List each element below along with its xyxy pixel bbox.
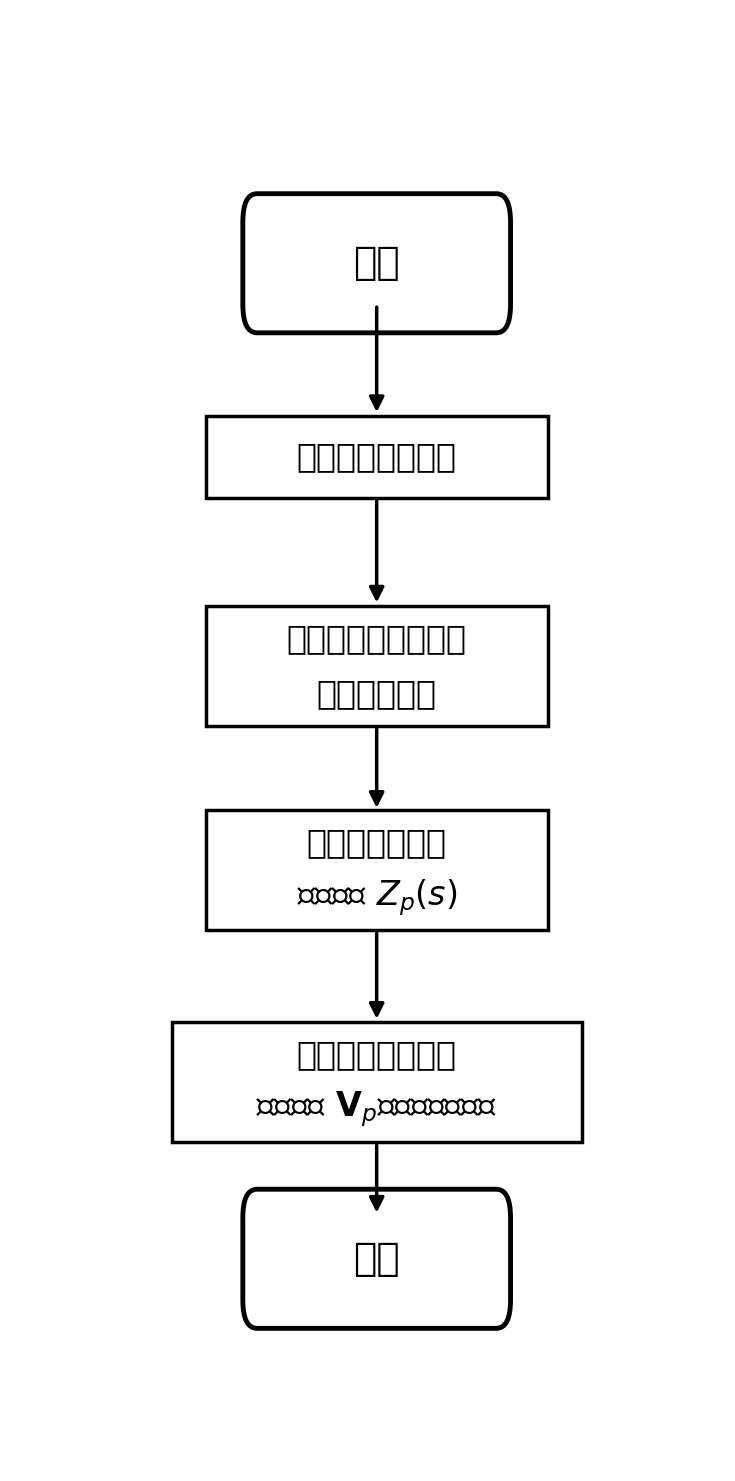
Text: 结束: 结束 — [354, 1240, 400, 1278]
FancyBboxPatch shape — [243, 194, 511, 333]
Bar — [206, 810, 548, 930]
Text: 建立待分析的直驱式: 建立待分析的直驱式 — [287, 622, 467, 655]
Text: 扰动电压 $\mathbf{V}_p$，计算输出电流: 扰动电压 $\mathbf{V}_p$，计算输出电流 — [257, 1090, 497, 1130]
Text: 风机简化模型: 风机简化模型 — [317, 677, 437, 709]
Bar — [206, 606, 548, 726]
Bar — [206, 416, 548, 498]
Text: 推导风机外阻抗: 推导风机外阻抗 — [306, 826, 447, 859]
Text: 在风机并网点施加: 在风机并网点施加 — [297, 1038, 456, 1071]
FancyBboxPatch shape — [243, 1189, 511, 1328]
Text: 输入直驱风机参数: 输入直驱风机参数 — [297, 441, 456, 474]
Text: 解析模型 $Z_p(s)$: 解析模型 $Z_p(s)$ — [296, 877, 457, 918]
Bar — [171, 1022, 582, 1142]
Text: 启动: 启动 — [354, 244, 400, 283]
